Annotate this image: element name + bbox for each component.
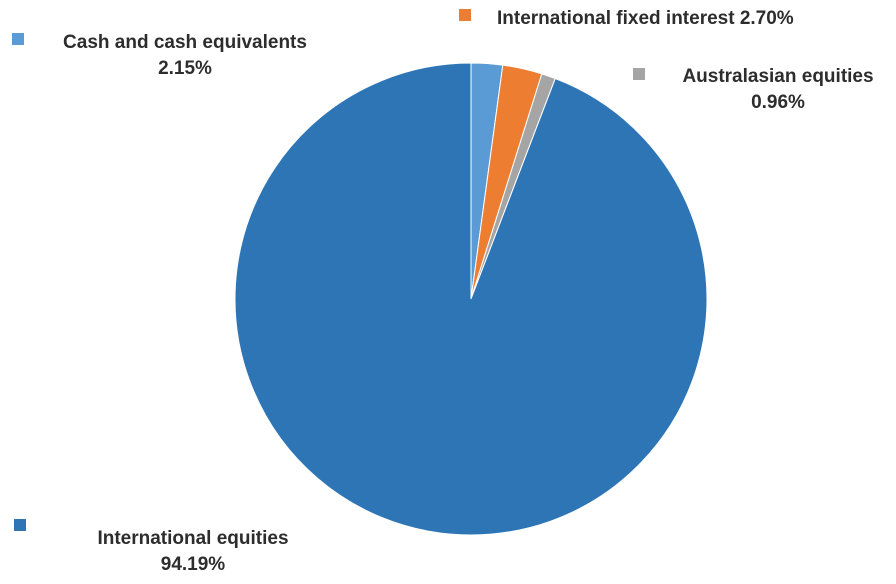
slice-name: International equities bbox=[97, 528, 289, 549]
slice-value: 94.19% bbox=[160, 554, 226, 575]
slice-value: 0.96% bbox=[751, 92, 805, 113]
slice-name: International fixed interest bbox=[497, 8, 735, 29]
slice-label-intl-fixed-interest: International fixed interest 2.70% bbox=[497, 6, 794, 32]
legend-swatch-cash bbox=[12, 33, 24, 45]
slice-name: Cash and cash equivalents bbox=[63, 32, 307, 53]
legend-swatch-intl-fixed-interest bbox=[459, 9, 471, 21]
pie-slices bbox=[234, 62, 708, 536]
slice-name: Australasian equities bbox=[682, 66, 874, 87]
slice-value: 2.15% bbox=[158, 58, 212, 79]
slice-label-intl-equities: International equities 94.19% bbox=[60, 526, 326, 578]
slice-label-australasian-equities: Australasian equities 0.96% bbox=[665, 64, 891, 116]
slice-label-cash: Cash and cash equivalents 2.15% bbox=[40, 30, 330, 82]
slice-value: 2.70% bbox=[739, 8, 794, 29]
pie-slice-intl-equities bbox=[234, 62, 708, 536]
legend-swatch-intl-equities bbox=[14, 519, 26, 531]
legend-swatch-australasian-equities bbox=[633, 68, 645, 80]
